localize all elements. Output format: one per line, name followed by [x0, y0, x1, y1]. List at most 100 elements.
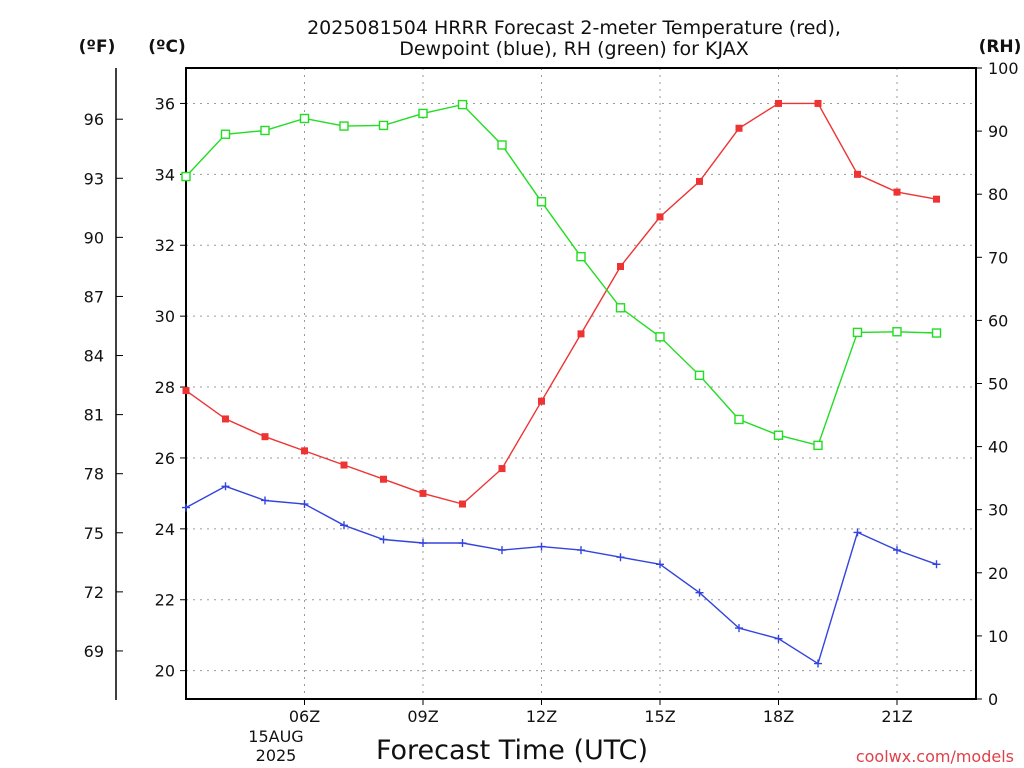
rh-point: [418, 108, 428, 119]
dewpoint-point: [221, 482, 230, 491]
dewpoint-point: [261, 496, 269, 505]
rh-point: [576, 251, 586, 262]
temperature-point: [656, 213, 664, 221]
celsius-tick-label: 28: [155, 378, 175, 397]
rh-tick-labels: 0 10 20 30 40 50 60 70 80 90 100: [976, 59, 1019, 709]
series-layer: [181, 99, 942, 668]
rh-point: [852, 327, 863, 338]
rh-point: [181, 171, 191, 182]
rh-tick-label: 70: [988, 248, 1008, 267]
rh-series: [181, 99, 942, 451]
celsius-tick-label: 32: [155, 236, 175, 255]
x-tick-label: 15Z: [644, 707, 675, 726]
x-tick-label: 18Z: [763, 707, 794, 726]
rh-point: [773, 430, 784, 440]
rh-tick-label: 50: [988, 375, 1008, 394]
fahrenheit-tick-label: 84: [84, 347, 104, 366]
fahrenheit-tick-labels: 69 72 75 78 81 84 87 90 93 96: [84, 110, 123, 661]
x-tick-label: 12Z: [526, 707, 557, 726]
dewpoint-point: [498, 546, 506, 555]
dewpoint-point: [379, 535, 388, 544]
temperature-point: [419, 489, 427, 497]
chart-title-line2: Dewpoint (blue), RH (green) for KJAX: [399, 38, 749, 60]
temperature-point: [301, 447, 308, 455]
dewpoint-point: [300, 500, 309, 509]
rh-tick-label: 90: [988, 122, 1008, 141]
celsius-tick-label: 36: [155, 94, 175, 113]
temperature-point: [538, 397, 545, 405]
temperature-point: [933, 195, 940, 203]
dewpoint-series: [182, 482, 941, 668]
rh-tick-label: 80: [988, 185, 1008, 204]
celsius-tick-label: 34: [155, 165, 175, 184]
dewpoint-point: [893, 546, 901, 555]
x-tick-label: 09Z: [407, 707, 438, 726]
x-axis-label: Forecast Time (UTC): [376, 735, 648, 766]
dewpoint-point: [814, 659, 822, 668]
temperature-point: [893, 188, 901, 196]
rh-tick-label: 100: [988, 59, 1019, 78]
celsius-tick-label: 22: [155, 591, 175, 610]
temperature-line: [185, 102, 937, 505]
rh-point: [497, 140, 507, 150]
dewpoint-point: [458, 539, 467, 548]
rh-point: [734, 414, 744, 425]
chart-title-line1: 2025081504 HRRR Forecast 2-meter Tempera…: [307, 17, 841, 39]
dewpoint-point: [577, 546, 585, 555]
temperature-point: [340, 461, 348, 469]
fahrenheit-tick-label: 93: [84, 169, 104, 188]
date-label-day: 15AUG: [248, 727, 303, 746]
temperature-point: [735, 124, 743, 132]
rh-point: [220, 129, 231, 139]
fahrenheit-tick-label: 81: [84, 406, 104, 425]
temperature-point: [617, 263, 624, 271]
temperature-point: [222, 415, 229, 423]
rh-point: [378, 120, 389, 131]
fahrenheit-tick-label: 96: [84, 110, 104, 129]
temperature-series: [182, 99, 940, 508]
rh-point: [299, 113, 310, 124]
rh-tick-label: 10: [988, 627, 1008, 646]
dewpoint-point: [695, 588, 704, 597]
grid-lines: [186, 68, 976, 699]
watermark: coolwx.com/models: [856, 747, 1014, 766]
temperature-point: [459, 500, 466, 508]
fahrenheit-tick-label: 78: [84, 465, 104, 484]
fahrenheit-unit-label: (ºF): [79, 37, 116, 57]
celsius-unit-label: (ºC): [148, 37, 186, 57]
rh-point: [536, 197, 547, 207]
rh-point: [892, 327, 902, 337]
x-tick-label: 21Z: [881, 707, 912, 726]
dewpoint-point: [774, 634, 783, 643]
celsius-tick-labels: 20 22 24 26 28 30 32 34 36: [155, 94, 186, 681]
temperature-point: [498, 465, 506, 473]
celsius-tick-label: 20: [155, 662, 175, 681]
fahrenheit-tick-label: 69: [84, 642, 104, 661]
rh-point: [615, 303, 626, 313]
fahrenheit-tick-label: 87: [84, 287, 104, 306]
celsius-tick-label: 30: [155, 307, 175, 326]
temperature-point: [182, 387, 190, 395]
x-tick-labels: 06Z 09Z 12Z 15Z 18Z 21Z: [289, 699, 913, 726]
rh-point: [813, 440, 823, 451]
temperature-point: [380, 475, 387, 483]
rh-point: [339, 121, 349, 131]
dewpoint-point: [656, 560, 664, 569]
fahrenheit-tick-label: 72: [84, 583, 104, 602]
rh-tick-label: 60: [988, 311, 1008, 330]
dewpoint-point: [419, 539, 427, 548]
rh-point: [260, 125, 270, 136]
rh-tick-label: 40: [988, 438, 1008, 457]
rh-unit-label: (RH): [979, 37, 1022, 57]
dewpoint-point: [932, 560, 941, 569]
rh-tick-label: 20: [988, 564, 1008, 583]
rh-point: [931, 328, 942, 338]
x-tick-label: 06Z: [289, 707, 320, 726]
temperature-point: [577, 330, 585, 338]
temperature-point: [775, 99, 782, 107]
dewpoint-point: [182, 503, 190, 512]
temperature-point: [261, 433, 269, 441]
temperature-point: [814, 99, 822, 107]
rh-line: [185, 103, 937, 447]
